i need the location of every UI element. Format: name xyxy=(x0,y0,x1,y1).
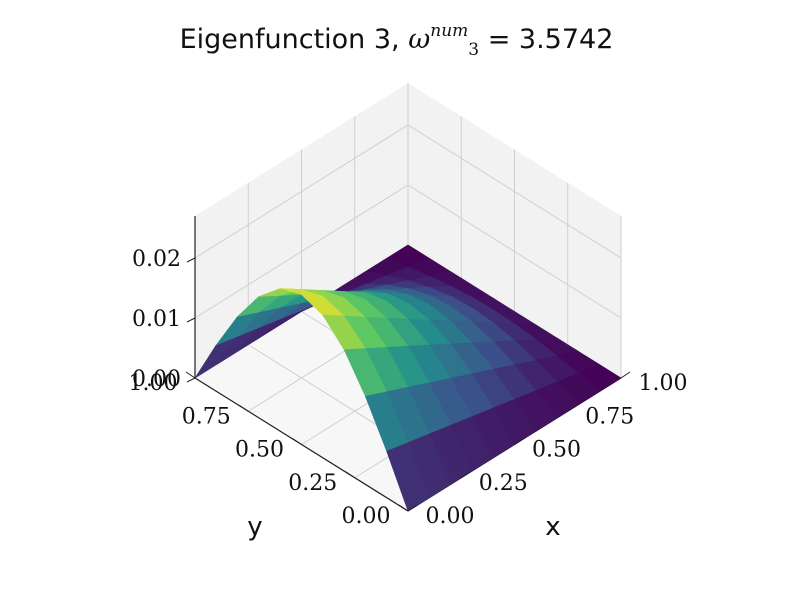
grid-line xyxy=(194,184,622,319)
z-tick-label: 0.01 xyxy=(132,307,181,332)
chart-title: Eigenfunction 3, ωnum3 = 3.5742 xyxy=(0,21,793,60)
x-tick xyxy=(460,471,471,479)
y-axis-label: y xyxy=(247,512,262,542)
z-tick xyxy=(186,257,196,263)
x-tick-label: 0.00 xyxy=(426,504,475,529)
z-tick-label: 0.02 xyxy=(132,247,181,272)
title-omega-symbol: ωnum3 xyxy=(408,21,480,60)
surface-facet xyxy=(386,442,430,512)
z-tick-label: 0.00 xyxy=(132,367,181,392)
z-tick xyxy=(186,377,196,383)
y-tick xyxy=(185,371,196,379)
title-value: 3.5742 xyxy=(518,24,614,55)
x-tick-label: 0.50 xyxy=(532,438,581,463)
tick-marks xyxy=(185,257,631,512)
x-tick xyxy=(407,504,418,512)
x-tick-label: 0.25 xyxy=(479,471,528,496)
surface-mesh xyxy=(194,244,622,512)
x-tick xyxy=(567,404,578,412)
grid-line xyxy=(194,124,622,259)
x-tick-label: 1.00 xyxy=(639,371,688,396)
y-tick xyxy=(292,438,302,445)
y-tick-label: 1.00 xyxy=(129,371,178,396)
y-tick-label: 0.50 xyxy=(235,438,284,463)
x-tick xyxy=(514,438,524,445)
title-superscript: num xyxy=(430,21,469,41)
title-prefix: Eigenfunction 3, xyxy=(179,24,409,55)
x-axis-label: x xyxy=(545,512,560,542)
y-tick-label: 0.00 xyxy=(342,504,391,529)
x-tick xyxy=(620,371,631,379)
y-tick xyxy=(238,404,249,412)
tick-labels: 0.000.000.250.250.500.500.750.751.001.00… xyxy=(129,247,688,529)
y-tick-label: 0.75 xyxy=(182,404,231,429)
x-tick-label: 0.75 xyxy=(585,404,634,429)
y-tick xyxy=(345,471,356,479)
y-tick-label: 0.25 xyxy=(288,471,337,496)
z-tick xyxy=(186,317,196,323)
title-equals: = xyxy=(479,24,519,55)
title-subscript: 3 xyxy=(468,40,480,60)
y-tick xyxy=(398,504,409,512)
